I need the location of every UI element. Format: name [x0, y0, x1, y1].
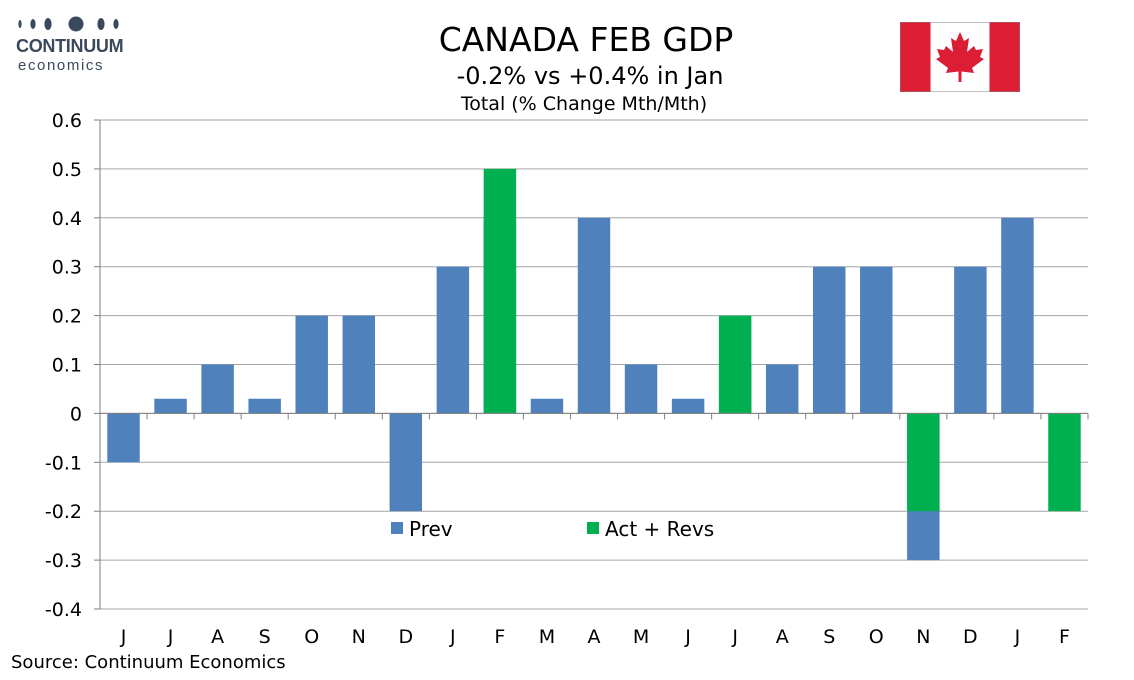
y-tick-label: 0.3	[52, 257, 82, 279]
y-tick-label: 0.2	[52, 306, 82, 328]
x-tick-label: J	[167, 626, 174, 648]
y-tick-label: -0.2	[45, 501, 82, 523]
legend-label-prev: Prev	[409, 517, 453, 541]
x-tick-label: J	[120, 626, 127, 648]
x-tick-label: N	[352, 626, 366, 648]
legend-swatch-prev	[391, 522, 403, 534]
y-tick-label: 0	[70, 403, 82, 425]
bar-act-13	[718, 315, 752, 414]
bar-prev-3	[248, 398, 281, 414]
bar-prev-10	[577, 217, 611, 414]
bar-prev-16	[860, 266, 893, 414]
y-tick-label: -0.3	[45, 550, 82, 572]
logo-subtitle: economics	[18, 57, 105, 74]
chart-legend: Prev Act + Revs	[391, 517, 714, 541]
y-tick-label: 0.1	[52, 355, 82, 377]
bar-prev-5	[342, 315, 375, 414]
x-tick-label: O	[304, 626, 319, 648]
x-tick-label: F	[1059, 626, 1070, 648]
x-tick-label: N	[916, 626, 930, 648]
bar-prev-6	[389, 413, 423, 512]
bar-act-8	[483, 168, 517, 414]
bar-prev-12	[671, 398, 705, 414]
x-tick-label: D	[963, 626, 978, 648]
bar-prev-9	[530, 398, 564, 414]
bar-prev-7	[436, 266, 470, 414]
y-tick-label: 0.6	[52, 110, 82, 132]
bar-act-17	[907, 413, 940, 512]
x-tick-label: J	[449, 626, 456, 648]
bar-prev-11	[624, 364, 658, 414]
x-tick-label: F	[494, 626, 505, 648]
bar-prev-19	[1001, 217, 1034, 414]
bar-prev-1	[154, 398, 187, 414]
y-tick-label: 0.4	[52, 208, 82, 230]
x-tick-label: O	[869, 626, 884, 648]
source-note: Source: Continuum Economics	[11, 652, 286, 673]
page-title: CANADA FEB GDP	[438, 20, 734, 59]
logo-dots-icon	[18, 16, 119, 32]
bar-prev-2	[201, 364, 234, 414]
legend-label-act: Act + Revs	[605, 517, 714, 541]
y-tick-label: -0.4	[45, 599, 82, 621]
bar-act-20	[1048, 413, 1081, 512]
x-tick-label: S	[823, 626, 835, 648]
y-tick-label: -0.1	[45, 452, 82, 474]
bar-prev-14	[765, 364, 799, 414]
x-tick-label: A	[588, 626, 601, 648]
y-tick-label: 0.5	[52, 159, 82, 181]
x-tick-label: J	[684, 626, 691, 648]
bar-prev-15	[813, 266, 846, 414]
x-tick-label: D	[398, 626, 413, 648]
bar-prev-4	[295, 315, 328, 414]
x-tick-label: A	[776, 626, 789, 648]
x-tick-label: S	[259, 626, 271, 648]
logo-name: CONTINUUM	[16, 36, 124, 56]
x-tick-label: M	[633, 626, 649, 648]
continuum-logo: CONTINUUM economics	[10, 12, 140, 76]
chart-title: Total (% Change Mth/Mth)	[460, 93, 708, 115]
legend-swatch-act	[587, 522, 599, 534]
bar-prev-18	[954, 266, 987, 414]
x-tick-label: A	[211, 626, 224, 648]
bar-prev-0	[107, 413, 140, 463]
x-tick-label: J	[731, 626, 738, 648]
page-subtitle: -0.2% vs +0.4% in Jan	[456, 62, 724, 90]
canada-flag-icon	[900, 22, 1020, 92]
x-tick-label: M	[539, 626, 555, 648]
x-tick-label: J	[1014, 626, 1021, 648]
